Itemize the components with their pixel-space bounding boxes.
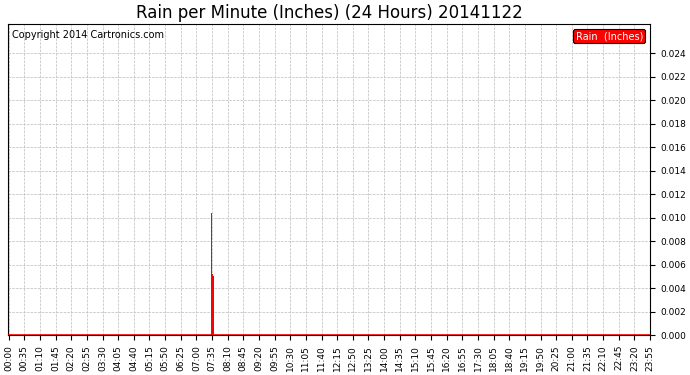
Text: Copyright 2014 Cartronics.com: Copyright 2014 Cartronics.com (12, 30, 164, 40)
Title: Rain per Minute (Inches) (24 Hours) 20141122: Rain per Minute (Inches) (24 Hours) 2014… (136, 4, 523, 22)
Legend: Rain  (Inches): Rain (Inches) (573, 28, 645, 44)
